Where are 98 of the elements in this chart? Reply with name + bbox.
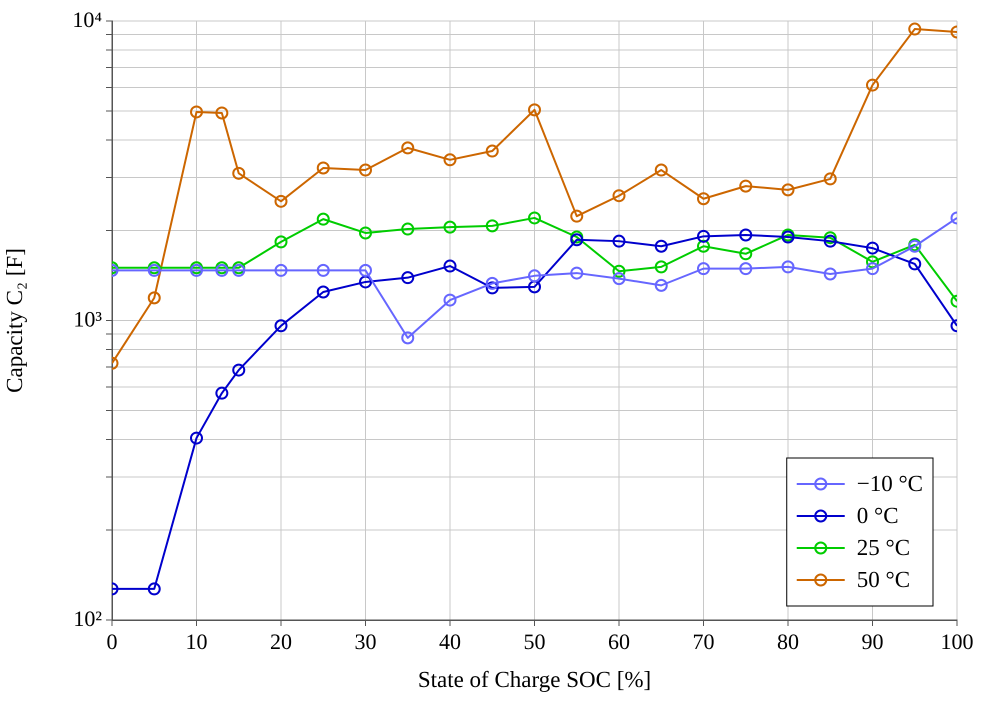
x-tick-label: 80 bbox=[777, 628, 799, 654]
x-tick-label: 20 bbox=[270, 628, 292, 654]
x-tick-label: 100 bbox=[940, 628, 974, 654]
point bbox=[232, 261, 246, 274]
point bbox=[908, 257, 922, 270]
point bbox=[866, 262, 879, 276]
point bbox=[401, 141, 414, 154]
point bbox=[739, 247, 752, 260]
point bbox=[274, 264, 288, 277]
point bbox=[232, 166, 246, 180]
x-tick-label: 50 bbox=[524, 628, 546, 654]
point bbox=[612, 272, 626, 286]
point bbox=[570, 233, 584, 246]
point bbox=[697, 192, 710, 206]
point bbox=[359, 164, 372, 177]
point bbox=[697, 240, 710, 253]
point bbox=[401, 331, 414, 344]
point bbox=[739, 180, 752, 193]
legend-label: −10 °C bbox=[856, 471, 924, 496]
point bbox=[190, 261, 203, 274]
point bbox=[401, 271, 414, 284]
point bbox=[359, 264, 372, 277]
point bbox=[359, 275, 372, 288]
point bbox=[444, 260, 456, 273]
point bbox=[866, 242, 879, 255]
legend-label: 25 °C bbox=[856, 535, 910, 560]
y-tick-label: 10⁴ bbox=[72, 6, 102, 32]
point bbox=[654, 240, 668, 253]
x-tick-label: 30 bbox=[354, 628, 376, 654]
point bbox=[697, 230, 710, 243]
x-tick-label: 40 bbox=[439, 628, 461, 654]
point bbox=[908, 22, 922, 36]
point bbox=[215, 106, 228, 120]
point bbox=[148, 582, 161, 596]
point bbox=[190, 264, 203, 277]
point bbox=[215, 264, 228, 277]
y-tick-label: 10³ bbox=[73, 306, 102, 332]
point bbox=[782, 230, 794, 244]
point bbox=[444, 294, 456, 307]
point bbox=[274, 235, 288, 248]
point bbox=[401, 222, 414, 236]
point bbox=[486, 219, 499, 232]
point bbox=[866, 78, 879, 92]
point bbox=[612, 234, 626, 248]
point bbox=[654, 278, 668, 292]
point bbox=[486, 281, 499, 294]
x-tick-label: 70 bbox=[692, 628, 714, 654]
point bbox=[444, 153, 456, 166]
x-tick-label: 10 bbox=[186, 628, 208, 654]
point bbox=[190, 105, 203, 118]
point bbox=[654, 260, 668, 274]
point bbox=[824, 231, 837, 244]
legend-label: 0 °C bbox=[856, 503, 899, 528]
x-tick-label: 90 bbox=[862, 628, 884, 654]
point bbox=[444, 220, 456, 234]
point bbox=[824, 234, 837, 248]
point bbox=[274, 319, 288, 332]
point bbox=[528, 211, 541, 224]
point bbox=[570, 210, 584, 223]
point bbox=[215, 261, 228, 274]
y-tick-label: 10² bbox=[73, 606, 102, 631]
point bbox=[824, 267, 837, 280]
point bbox=[782, 260, 794, 274]
point bbox=[190, 432, 203, 445]
x-tick-label: 60 bbox=[608, 628, 630, 654]
x-tick-label: 0 bbox=[106, 628, 118, 654]
point bbox=[570, 230, 584, 244]
point bbox=[148, 264, 161, 277]
point bbox=[528, 280, 541, 294]
point bbox=[232, 264, 246, 277]
legend-label: 50 °C bbox=[856, 567, 910, 592]
point bbox=[232, 364, 246, 377]
point bbox=[316, 161, 330, 174]
point bbox=[486, 144, 499, 158]
point bbox=[782, 183, 794, 196]
point bbox=[612, 189, 626, 202]
point bbox=[486, 276, 499, 290]
point bbox=[612, 264, 626, 278]
point bbox=[274, 194, 288, 208]
point bbox=[739, 262, 752, 276]
point bbox=[148, 261, 161, 274]
point bbox=[654, 164, 668, 177]
point bbox=[316, 264, 330, 277]
y-axis-title: Capacity C₂ [F] bbox=[2, 248, 27, 393]
point bbox=[359, 226, 372, 240]
point bbox=[148, 291, 161, 304]
point bbox=[316, 212, 330, 226]
point bbox=[215, 386, 228, 400]
point bbox=[866, 255, 879, 268]
point bbox=[528, 103, 541, 116]
point bbox=[316, 285, 330, 298]
point bbox=[528, 269, 541, 282]
point bbox=[570, 266, 584, 280]
point bbox=[697, 262, 710, 276]
point bbox=[782, 228, 794, 242]
point bbox=[739, 228, 752, 242]
x-axis-title: State of Charge SOC [%] bbox=[418, 667, 652, 692]
point bbox=[824, 172, 837, 186]
